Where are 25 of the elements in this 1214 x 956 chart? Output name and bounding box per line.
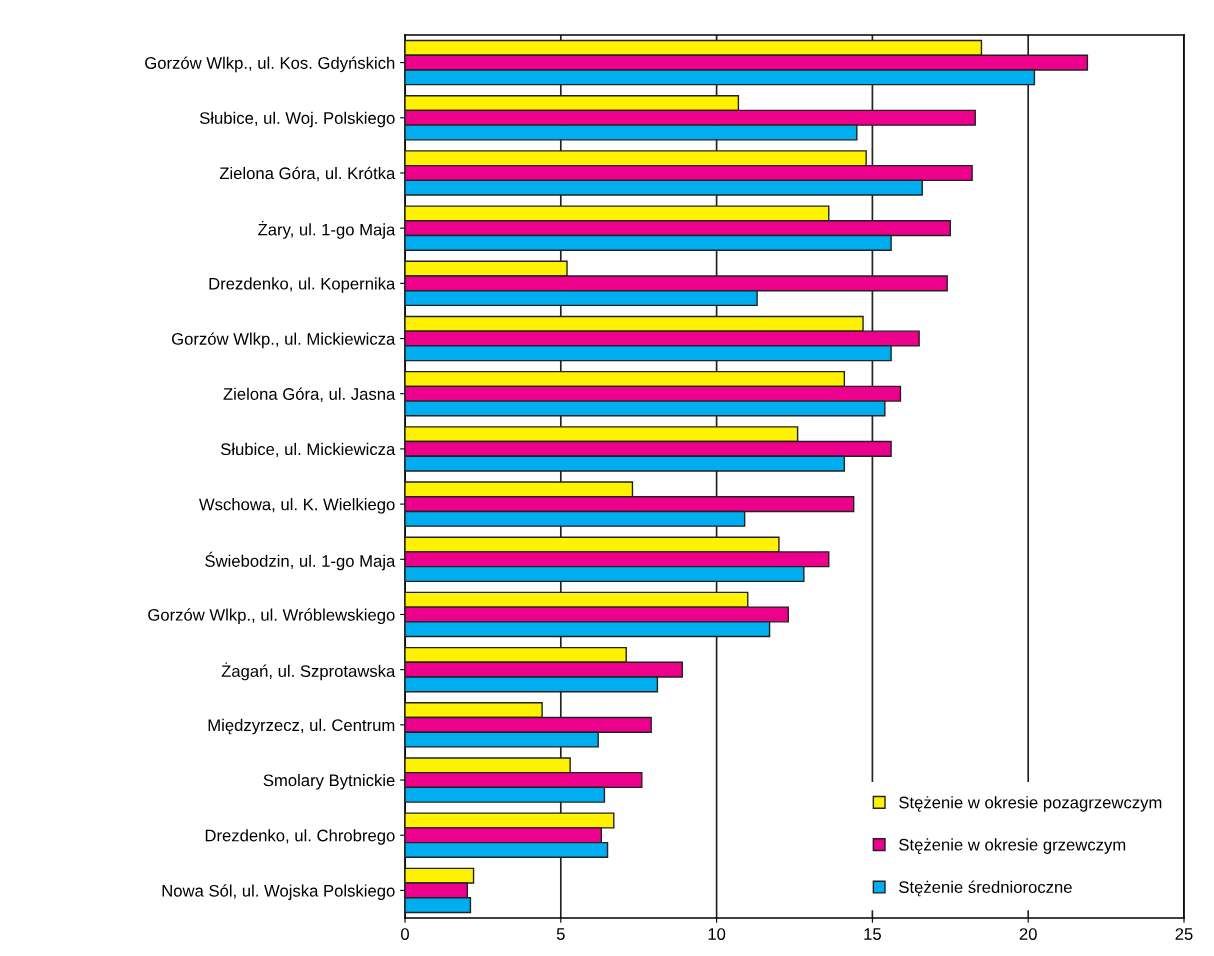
y-tick-label: Zielona Góra, ul. Jasna	[223, 387, 396, 402]
y-tick-label: Smolary Bytnickie	[263, 773, 395, 790]
y-tick-label: Międzyrzecz, ul. Centrum	[208, 718, 395, 735]
y-tick-label: Słubice, ul. Woj. Polskiego	[199, 111, 395, 128]
y-tick-label: Świebodzin, ul. 1-go Maja	[205, 551, 396, 571]
x-tick-label: 20	[1019, 928, 1037, 940]
y-tick-label: Drezdenko, ul. Chrobrego	[205, 829, 395, 845]
y-tick-label: Żary, ul. 1-go Maja	[258, 220, 396, 239]
y-tick-label: Wschowa, ul. K. Wielkiego	[198, 498, 395, 514]
y-tick-label: Gorzów Wlkp., ul. Mickiewicza	[172, 332, 396, 349]
x-tick-label: 25	[1175, 928, 1193, 940]
legend-label: Stężenie w okresie grzewczym	[899, 838, 1126, 854]
x-tick-label: 10	[708, 928, 726, 940]
y-tick-label: Zielona Góra, ul. Krótka	[219, 166, 396, 182]
x-tick-label: 15	[864, 928, 881, 940]
y-tick-label: Żagań, ul. Szprotawska	[221, 662, 396, 681]
legend-label: Stężenie średnioroczne	[899, 880, 1072, 897]
y-tick-label: Drezdenko, ul. Kopernika	[209, 277, 396, 293]
y-tick-label: Nowa Sól, ul. Wojska Polskiego	[162, 884, 395, 900]
legend-label: Stężenie w okresie pozagrzewczym	[899, 796, 1162, 812]
y-tick-label: Gorzów Wlkp., ul. Kos. Gdyńskich	[145, 56, 395, 73]
y-tick-label: Gorzów Wlkp., ul. Wróblewskiego	[148, 608, 395, 625]
y-tick-label: Słubice, ul. Mickiewicza	[220, 442, 396, 458]
x-tick-label: 0	[401, 928, 409, 940]
x-tick-label: 5	[556, 928, 565, 940]
